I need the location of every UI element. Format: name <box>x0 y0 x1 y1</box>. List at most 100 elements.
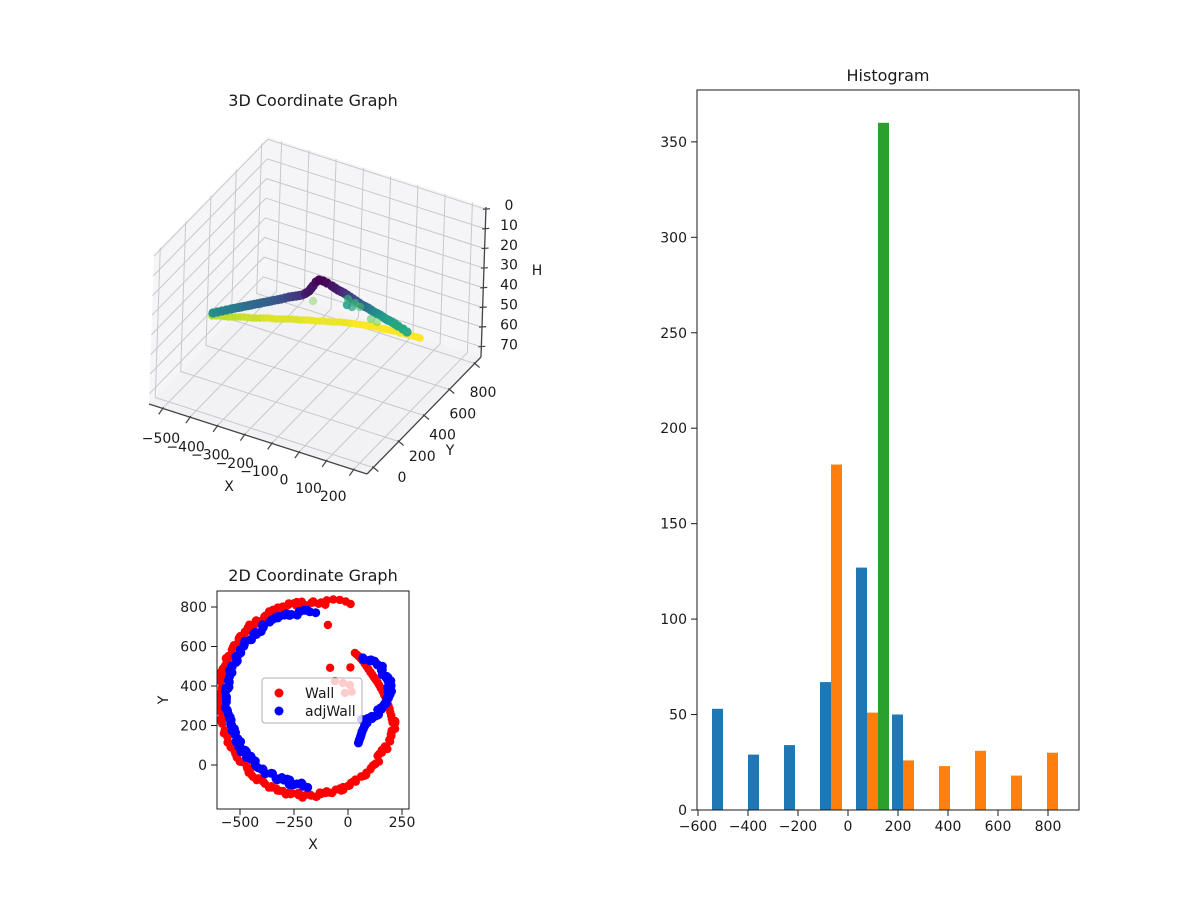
x-tick-label: 0 <box>344 815 353 831</box>
x-tick-label: 600 <box>985 819 1012 835</box>
y-tick-label: 400 <box>429 428 456 444</box>
histogram-bar <box>784 745 795 810</box>
x-tick-label: −500 <box>142 431 180 447</box>
y-tick-mark <box>397 440 405 446</box>
legend-box <box>261 677 363 724</box>
histogram-bar <box>878 122 889 811</box>
scatter-dot-2d <box>217 677 226 686</box>
y-tick-label: 800 <box>180 600 207 616</box>
scatter-dot-2d <box>380 742 390 751</box>
scatter-dot-2d <box>329 595 338 604</box>
x-tick-mark <box>158 407 165 415</box>
plot3d-grid <box>148 138 487 470</box>
plot2d-y-axis-label: Y <box>156 695 172 705</box>
y-tick-label: 0 <box>398 470 407 486</box>
x-tick-label: 100 <box>295 481 322 497</box>
y-tick-label: 50 <box>669 708 687 724</box>
plot2d-title: 2D Coordinate Graph <box>228 566 397 585</box>
x-tick-label: −200 <box>779 819 817 835</box>
gridline-z <box>152 178 485 296</box>
histogram-bar <box>748 754 759 810</box>
x-tick-label: 200 <box>320 489 347 505</box>
gridline-z <box>148 276 482 395</box>
plot3d-scatter-points <box>208 275 424 342</box>
y-tick-label: 350 <box>660 135 687 151</box>
gridline-x <box>244 167 364 435</box>
scatter-dot-2d <box>388 718 397 727</box>
gridline-z <box>150 236 483 355</box>
x-tick-label: 0 <box>280 473 289 489</box>
scatter-dot-2d <box>288 789 297 798</box>
scatter-dot-3d-stray <box>308 296 318 306</box>
x-tick-label: 250 <box>389 815 416 831</box>
scatter-dot-3d-stray <box>303 287 313 297</box>
x-tick-label: 800 <box>1035 819 1062 835</box>
z-tick-mark <box>482 227 490 230</box>
histogram-tick-labels: −600 −400 −200 0 200 400 600 800 0 50 100 150 200 250… <box>660 135 1061 835</box>
gridline-z <box>151 197 485 316</box>
scatter-dot-2d <box>325 663 335 672</box>
gridline-x <box>189 150 310 418</box>
y-tick-mark <box>371 466 379 472</box>
histogram-bar <box>903 760 914 810</box>
histogram-bar <box>892 714 903 810</box>
x-tick-mark <box>294 450 301 459</box>
x-tick-label: −200 <box>216 456 254 472</box>
histogram-bar <box>831 464 842 810</box>
y-tick-label: 600 <box>180 640 207 656</box>
pane-back-wall <box>263 137 486 357</box>
z-tick-label: 0 <box>505 198 514 214</box>
scatter-dot-3d-stray <box>372 317 382 327</box>
histogram-bar <box>1047 752 1058 810</box>
x-tick-label: −500 <box>221 815 259 831</box>
x-tick-label: 0 <box>844 819 853 835</box>
x-tick-mark <box>321 459 328 468</box>
scatter-dot-3d <box>416 334 424 342</box>
plot3d-tick-labels: −500−400−300−200−10001002000200400600800… <box>142 198 518 505</box>
scatter-dot-2d <box>303 782 313 792</box>
y-tick-label: 300 <box>660 230 687 246</box>
x-tick-label: 400 <box>935 819 962 835</box>
gridline-z <box>150 217 484 336</box>
plot2d-legend: Wall adjWall <box>261 677 363 724</box>
gridline-y <box>256 143 475 364</box>
histogram-bar <box>856 567 867 810</box>
plot3d-title: 3D Coordinate Graph <box>228 91 397 110</box>
x-tick-mark <box>239 433 246 441</box>
z-tick-mark <box>478 326 487 328</box>
histogram-bar <box>1011 775 1022 810</box>
histogram-bars <box>712 122 1058 811</box>
legend-label-adjwall: adjWall <box>305 704 356 720</box>
y-tick-label: 200 <box>409 449 436 465</box>
scatter-dot-2d <box>323 620 333 630</box>
z-tick-mark <box>480 267 489 269</box>
gridline-z <box>152 158 486 277</box>
gridline-z <box>149 256 483 375</box>
plot2d-x-axis-label: X <box>308 837 318 853</box>
plot3d-panes <box>149 137 486 474</box>
histogram-bar <box>939 766 950 810</box>
scatter-dot-2d <box>322 596 331 605</box>
axes-frame-2d <box>216 590 410 810</box>
x-tick-label: −250 <box>275 815 313 831</box>
plot-3d: −500−400−300−200−10001002000200400600800… <box>142 91 542 505</box>
z-tick-mark <box>478 345 486 348</box>
plot2d-axes <box>211 590 410 815</box>
histogram-bar <box>820 682 831 810</box>
scatter-dot-2d <box>351 777 360 786</box>
z-tick-label: 40 <box>500 278 518 294</box>
y-tick-label: 600 <box>449 406 476 422</box>
gridline-x <box>325 193 446 462</box>
z-tick-label: 70 <box>500 337 518 353</box>
y-tick-label: 150 <box>660 517 687 533</box>
y-tick-label: 100 <box>660 612 687 628</box>
x-tick-mark <box>348 468 355 476</box>
x-tick-label: −100 <box>240 464 278 480</box>
scatter-dot-3d <box>402 327 412 337</box>
y-tick-label: 800 <box>470 385 497 401</box>
plot3d-y-axis-label: Y <box>445 443 455 459</box>
scatter-dot-3d-stray <box>355 302 365 312</box>
scatter-dot-3d-stray <box>343 294 353 304</box>
histogram-bar <box>975 750 986 810</box>
